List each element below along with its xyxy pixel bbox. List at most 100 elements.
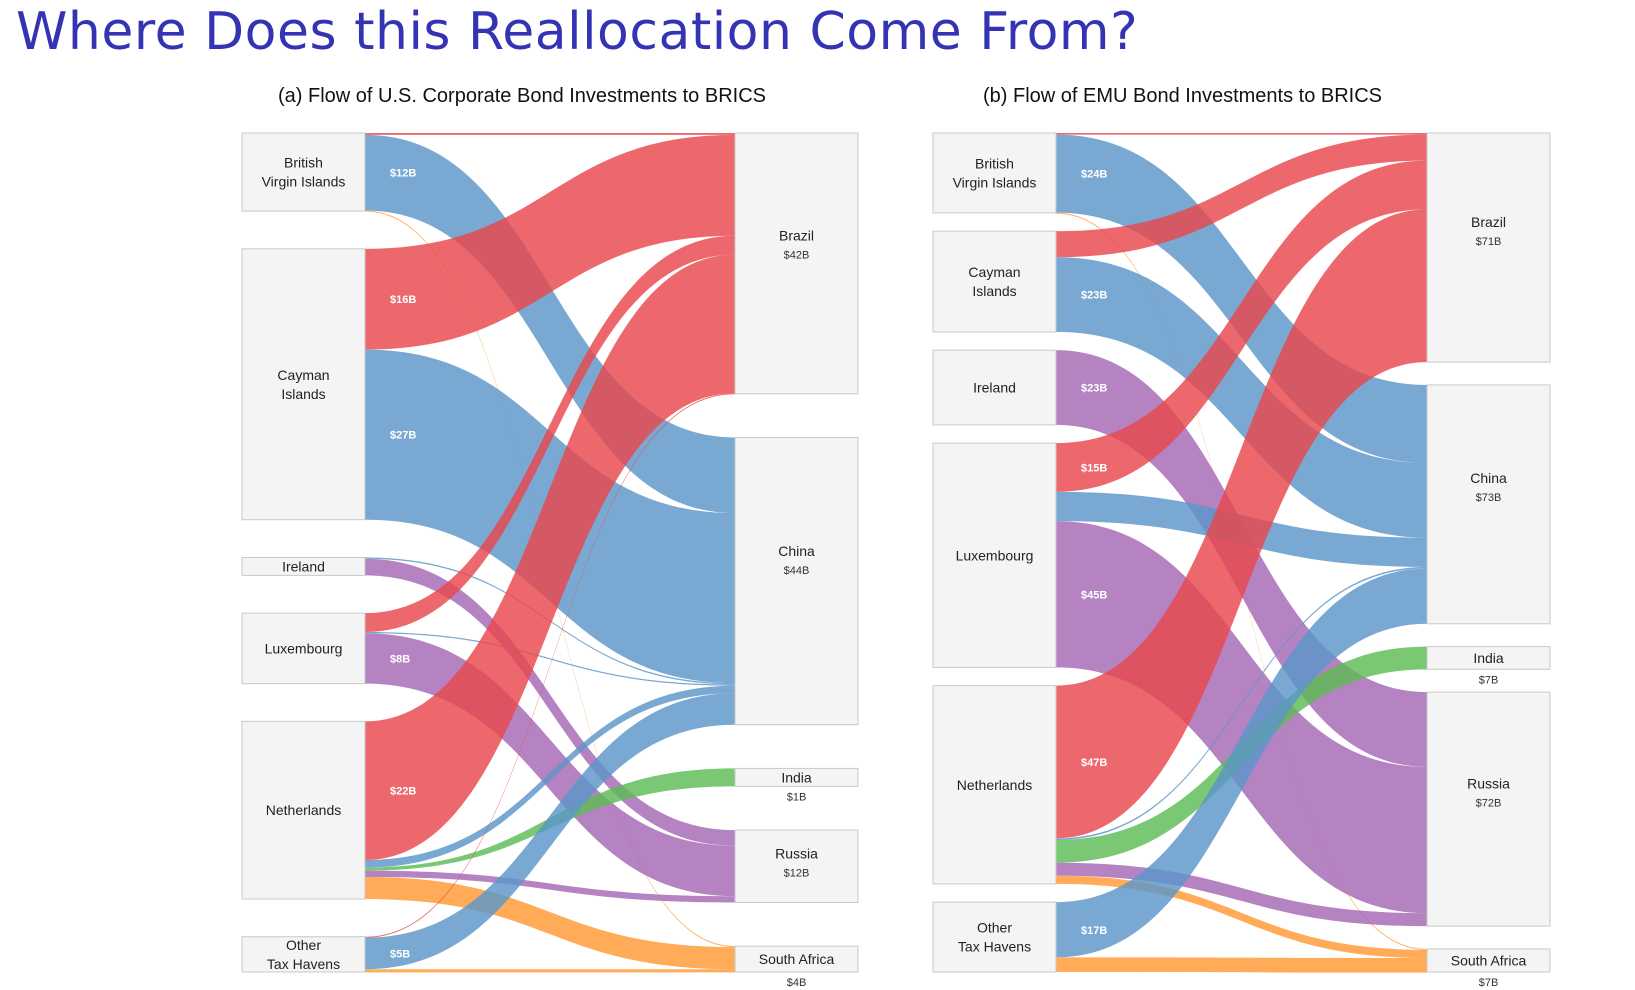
flow-links: $24B $23B $23B $15B $45B $47B $17B (1056, 133, 1427, 973)
source-node-netherlands (241, 720, 366, 900)
source-label: Islands (281, 386, 325, 402)
flow-cayman-islands-to-china (1056, 257, 1427, 538)
flow-value-label: $22B (390, 786, 416, 798)
source-label: Islands (972, 283, 1016, 299)
flow-netherlands-to-china (1056, 566, 1427, 841)
flow-other-tax-havens-to-china (1056, 568, 1427, 958)
flow-value-label: $23B (1081, 383, 1107, 395)
source-label: Ireland (282, 558, 325, 574)
target-label: South Africa (759, 951, 835, 967)
target-node-south-africa (734, 945, 859, 973)
source-label: Ireland (973, 380, 1016, 396)
slide-title: Where Does this Reallocation Come From? (16, 2, 1139, 62)
flow-netherlands-to-china (365, 685, 735, 868)
flow-british-virgin-islands-to-brazil (365, 133, 735, 135)
source-node-cayman-islands (932, 230, 1057, 333)
target-label: Brazil (779, 228, 814, 244)
target-node-india (1426, 646, 1551, 670)
flow-luxembourg-to-brazil (365, 235, 735, 633)
panel-a-title: (a) Flow of U.S. Corporate Bond Investme… (278, 85, 766, 107)
source-label: Netherlands (266, 802, 342, 818)
flow-links: $12B $16B $27B $8B $22B $5B (365, 133, 735, 973)
target-label: Brazil (1471, 214, 1506, 230)
target-node-russia (1426, 691, 1551, 927)
source-label: Tax Havens (958, 939, 1031, 955)
flow-other-tax-havens-to-brazil (365, 393, 735, 938)
flow-netherlands-to-brazil (365, 254, 735, 860)
source-node-netherlands (932, 685, 1057, 885)
source-node-other-tax-havens (241, 936, 366, 973)
source-label: Other (977, 920, 1012, 936)
source-label: Cayman (277, 367, 329, 383)
target-value: $7B (1479, 674, 1499, 686)
target-label: China (778, 543, 815, 559)
flow-ireland-to-russia (365, 558, 735, 846)
flow-netherlands-to-russia (365, 870, 735, 903)
source-node-ireland (932, 349, 1057, 426)
flow-cayman-islands-to-brazil (365, 134, 735, 350)
flow-netherlands-to-brazil (1056, 209, 1427, 839)
flow-value-label: $24B (1081, 169, 1107, 181)
target-label: China (1470, 470, 1507, 486)
target-label: India (781, 769, 812, 785)
flow-cayman-islands-to-brazil (1056, 134, 1427, 258)
panel-b-title: (b) Flow of EMU Bond Investments to BRIC… (982, 85, 1383, 107)
source-node-ireland (241, 556, 366, 576)
flow-value-label: $8B (390, 653, 410, 665)
source-label: Netherlands (957, 777, 1033, 793)
target-value: $44B (784, 565, 810, 577)
target-node-brazil (1426, 132, 1551, 363)
flow-value-label: $16B (390, 294, 416, 306)
target-node-india (734, 767, 859, 787)
source-label: Virgin Islands (953, 174, 1037, 190)
flow-value-label: $15B (1081, 463, 1107, 475)
target-label: Russia (1467, 775, 1510, 791)
source-node-luxembourg (241, 612, 366, 685)
target-value: $72B (1476, 797, 1502, 809)
flow-netherlands-to-south-africa (365, 876, 735, 970)
flow-british-virgin-islands-to-brazil (1056, 133, 1427, 135)
target-node-south-africa (1426, 948, 1551, 973)
flow-value-label: $5B (390, 948, 410, 960)
flow-value-label: $47B (1081, 757, 1107, 769)
flow-value-label: $12B (390, 168, 416, 180)
target-value: $12B (784, 867, 810, 879)
flow-luxembourg-to-china (365, 632, 735, 686)
flow-value-label: $45B (1081, 589, 1107, 601)
flow-luxembourg-to-russia (1056, 521, 1427, 914)
target-node-china (734, 436, 859, 726)
source-label: British (284, 155, 323, 171)
target-label: Russia (775, 845, 818, 861)
source-label: Virgin Islands (262, 174, 346, 190)
source-label: Other (286, 937, 321, 953)
target-label: South Africa (1451, 952, 1527, 968)
flow-value-label: $23B (1081, 290, 1107, 302)
flow-other-tax-havens-to-south-africa (1056, 957, 1427, 973)
flow-other-tax-havens-to-south-africa (365, 969, 735, 973)
source-node-british-virgin-islands (241, 132, 366, 212)
target-value: $7B (1479, 977, 1499, 989)
target-node-brazil (734, 132, 859, 395)
source-label: Luxembourg (265, 640, 343, 656)
source-node-british-virgin-islands (932, 132, 1057, 214)
target-value: $42B (784, 250, 810, 262)
source-node-cayman-islands (241, 248, 366, 521)
source-label: Luxembourg (956, 547, 1034, 563)
target-value: $4B (787, 977, 807, 989)
source-node-other-tax-havens (932, 901, 1057, 973)
target-value: $73B (1476, 492, 1502, 504)
source-node-luxembourg (932, 442, 1057, 668)
target-value: $71B (1476, 236, 1502, 248)
source-label: Tax Havens (267, 956, 340, 972)
sankey-panel-a: $12B $16B $27B $8B $22B $5B British Virgin Isla… (241, 132, 859, 989)
source-label: British (975, 155, 1014, 171)
flow-value-label: $27B (390, 430, 416, 442)
flow-value-label: $17B (1081, 925, 1107, 937)
target-node-china (1426, 384, 1551, 625)
flow-other-tax-havens-to-china (365, 693, 735, 970)
target-value: $1B (787, 791, 807, 803)
sankey-panel-b: $24B $23B $23B $15B $45B $47B $17B British Virgi… (932, 132, 1551, 989)
target-node-russia (734, 829, 859, 904)
target-label: India (1473, 650, 1504, 666)
